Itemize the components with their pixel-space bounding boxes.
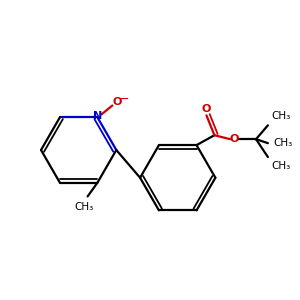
Text: −: − <box>119 93 130 106</box>
Text: CH₃: CH₃ <box>74 202 93 212</box>
Text: O: O <box>112 97 122 106</box>
Text: CH₃: CH₃ <box>274 138 293 148</box>
Text: O: O <box>230 134 239 144</box>
Text: O: O <box>202 104 211 115</box>
Text: CH₃: CH₃ <box>272 111 291 122</box>
Text: CH₃: CH₃ <box>272 161 291 171</box>
Text: N: N <box>93 111 102 122</box>
